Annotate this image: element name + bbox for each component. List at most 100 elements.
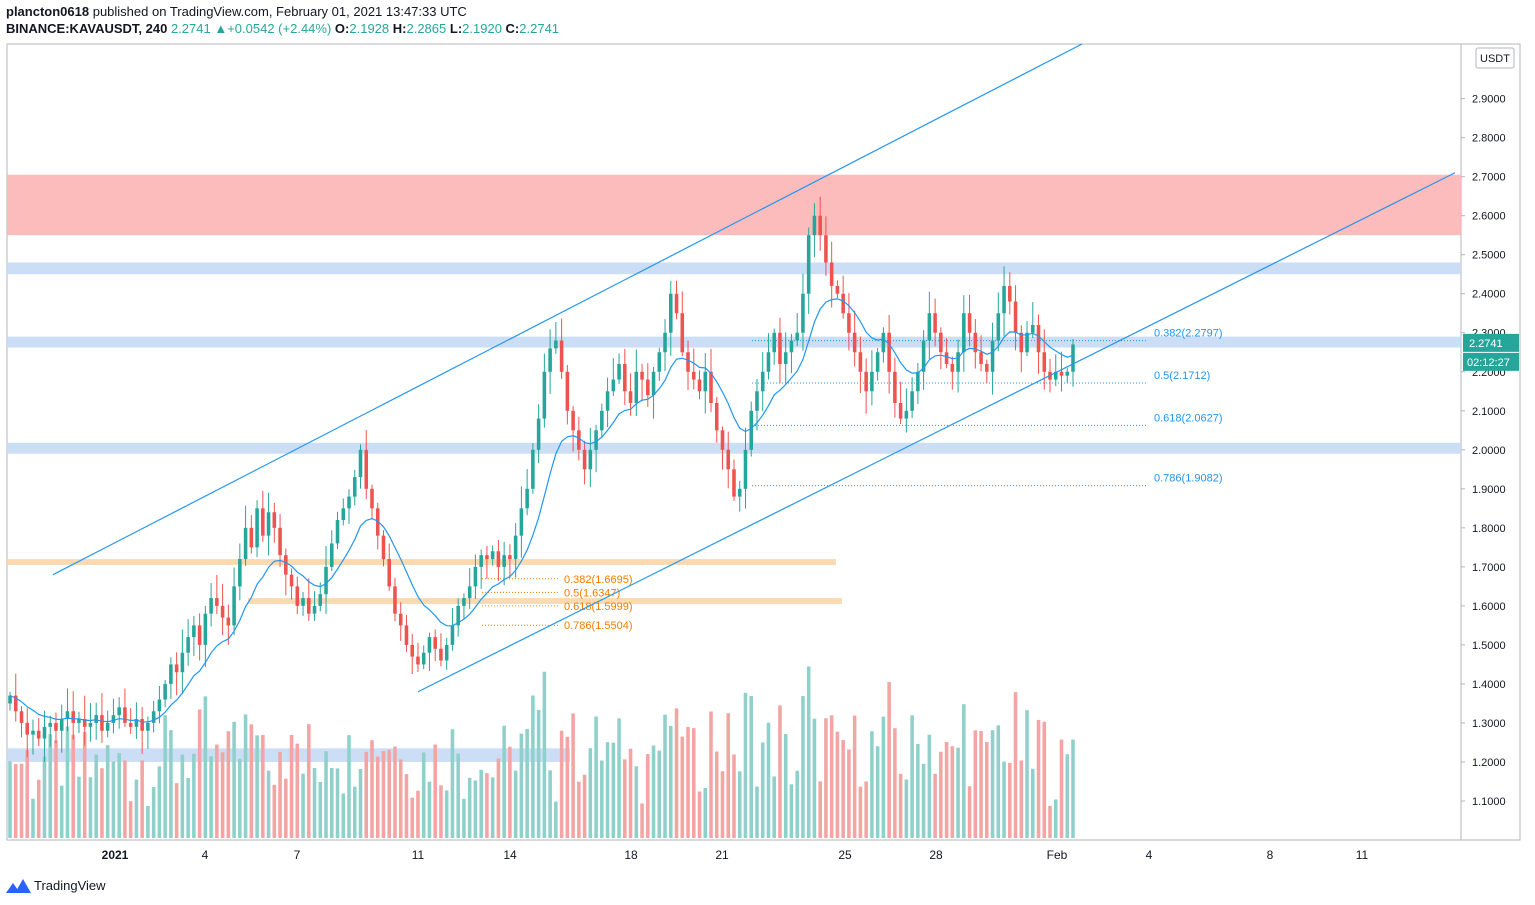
price-tick-label: 1.4000: [1472, 679, 1506, 691]
volume-bar: [111, 761, 116, 838]
author-name[interactable]: plancton0618: [6, 4, 90, 19]
volume-bar: [628, 748, 633, 838]
volume-bar: [778, 705, 782, 838]
candle-body: [554, 340, 558, 349]
candle-body: [13, 695, 18, 712]
candle-body: [898, 402, 903, 419]
candle-body: [209, 598, 213, 614]
volume-bar: [266, 770, 271, 838]
candle-body: [1013, 301, 1018, 333]
published-text: published on TradingView.com, February 0…: [92, 4, 467, 19]
candle-body: [295, 586, 300, 606]
candle-body: [726, 449, 731, 470]
volume-bar: [824, 718, 828, 838]
candle-body: [272, 512, 277, 528]
volume-bar: [967, 786, 972, 838]
candle-body: [318, 594, 323, 606]
candle-body: [835, 285, 840, 294]
candle-body: [25, 722, 30, 735]
volume-bar: [594, 716, 598, 838]
symbol-label: BINANCE:KAVAUSDT, 240: [6, 21, 168, 36]
volume-bar: [927, 734, 932, 838]
volume-bar: [875, 746, 880, 838]
volume-bar: [818, 781, 822, 838]
candle-body: [186, 637, 190, 653]
candle-body: [760, 371, 765, 392]
candle-body: [950, 363, 955, 372]
candle-body: [19, 711, 24, 723]
candle-body: [996, 313, 1001, 341]
candle-body: [473, 566, 478, 587]
price-tick-label: 1.5000: [1472, 640, 1506, 652]
volume-bar: [1030, 768, 1035, 838]
candle-body: [933, 313, 937, 333]
volume-bar: [352, 786, 357, 838]
footer: TradingView: [6, 878, 106, 893]
candle-body: [513, 535, 518, 560]
volume-bar: [134, 779, 139, 838]
high-label: H:: [392, 21, 407, 36]
fib-level-label: 0.382(1.6695): [564, 574, 633, 586]
candle-body: [232, 586, 236, 626]
volume-bar: [847, 749, 851, 838]
volume-bar: [364, 751, 369, 838]
time-tick-label: 25: [838, 848, 852, 862]
price-tick-label: 2.6000: [1472, 211, 1506, 223]
time-tick-label: 11: [1356, 848, 1369, 862]
time-tick-label: 18: [624, 848, 638, 862]
volume-bar: [755, 786, 759, 838]
volume-bar: [1019, 760, 1024, 838]
candle-body: [1059, 371, 1064, 376]
footer-brand[interactable]: TradingView: [34, 878, 106, 893]
volume-bar: [324, 751, 328, 838]
candle-body: [1036, 324, 1041, 353]
volume-bar: [554, 801, 558, 838]
candle-body: [249, 527, 254, 548]
candle-body: [88, 722, 93, 727]
candle-body: [594, 430, 598, 450]
orange-zone-1710: [7, 559, 836, 565]
candle-body: [829, 262, 834, 286]
support-zone-2280: [7, 336, 1461, 348]
volume-bar: [910, 715, 914, 838]
candle-body: [979, 352, 983, 364]
candle-body: [1053, 371, 1058, 380]
currency-label: USDT: [1480, 53, 1510, 65]
candle-body: [197, 625, 202, 645]
candle-body: [927, 313, 932, 341]
fib-level-label: 0.382(2.2797): [1154, 328, 1223, 340]
candle-body: [284, 555, 288, 575]
volume-bar: [174, 783, 179, 838]
volume-bar: [197, 709, 202, 838]
candle-body: [1065, 371, 1070, 376]
volume-bar: [180, 754, 185, 838]
volume-bar: [812, 718, 817, 838]
upper-channel: [52, 43, 1083, 576]
candle-body: [427, 637, 432, 653]
volume-bar: [1053, 799, 1058, 838]
price-tick-label: 1.1000: [1472, 796, 1506, 808]
volume-bar: [261, 734, 265, 838]
volume-bar: [25, 749, 30, 838]
volume-bar: [732, 754, 736, 838]
candle-body: [128, 722, 133, 727]
volume-bar: [42, 756, 47, 838]
candle-body: [65, 711, 70, 720]
fib-level-label: 0.786(1.5504): [564, 620, 633, 632]
candle-body: [410, 644, 414, 657]
candle-body: [743, 449, 748, 489]
support-zone-2000: [7, 442, 1461, 454]
volume-bar: [996, 725, 1001, 838]
candle-body: [669, 293, 673, 333]
open-label: O:: [334, 21, 350, 36]
volume-bar: [157, 766, 162, 838]
candle-body: [841, 293, 845, 314]
time-tick-label: Feb: [1047, 848, 1068, 862]
volume-bar: [117, 753, 121, 838]
candle-body: [962, 313, 966, 353]
volume-bar: [582, 774, 587, 838]
candle-body: [789, 340, 794, 353]
candle-body: [640, 371, 644, 380]
volume-bar: [531, 695, 535, 838]
